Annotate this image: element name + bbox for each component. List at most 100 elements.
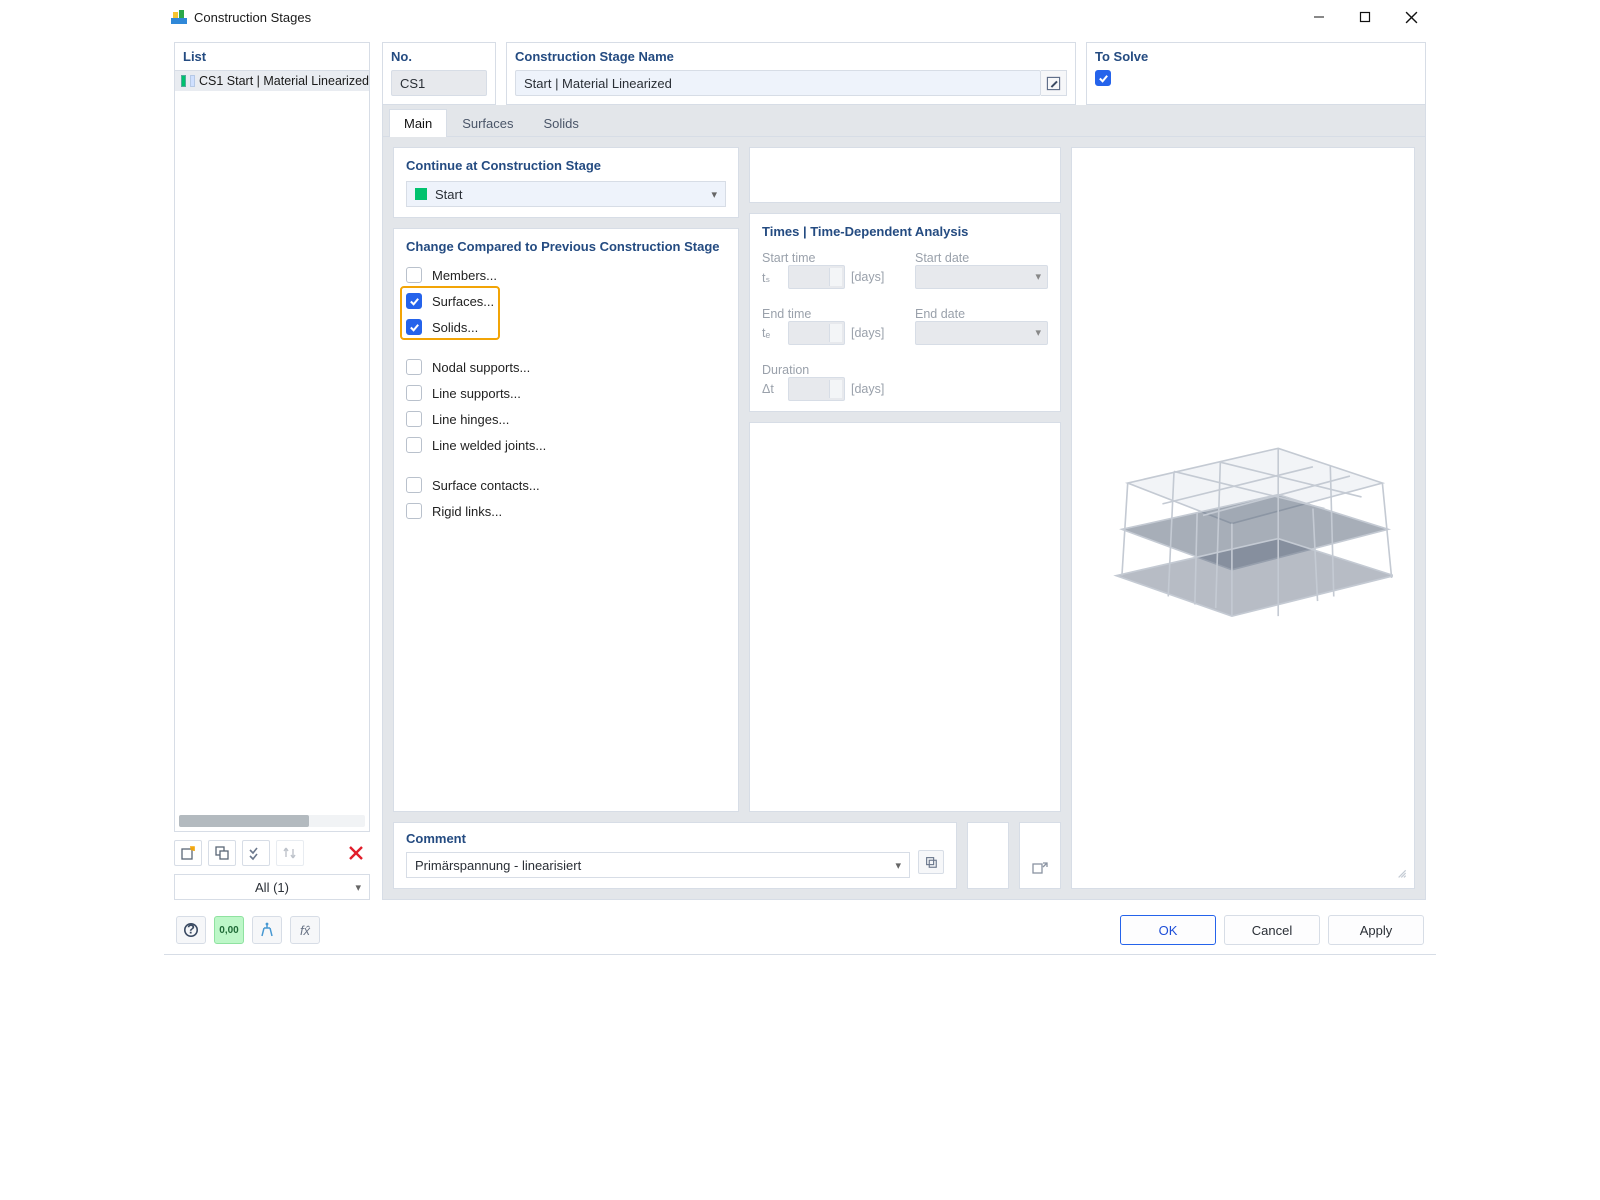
solids-checkbox[interactable] (406, 319, 422, 335)
chevron-down-icon: ▾ (1035, 270, 1041, 283)
preview-tool-button[interactable] (1027, 856, 1053, 880)
nodal-supports-row[interactable]: Nodal supports... (406, 354, 726, 380)
times-panel: Times | Time-Dependent Analysis Start ti… (749, 213, 1061, 412)
surf-contacts-label: Surface contacts... (432, 478, 540, 493)
window-maximize-button[interactable] (1342, 2, 1388, 32)
start-date-input: ▾ (915, 265, 1048, 289)
comment-side-panel (967, 822, 1009, 889)
comment-panel: Comment Primärspannung - linearisiert ▾ (393, 822, 957, 889)
list-toolbar (174, 836, 370, 870)
header-row: No. CS1 Construction Stage Name Start | … (382, 42, 1426, 105)
members-row[interactable]: Members... (406, 262, 726, 288)
stage-name-input[interactable]: Start | Material Linearized (515, 70, 1041, 96)
continue-swatch (415, 188, 427, 200)
surf-contacts-row[interactable]: Surface contacts... (406, 472, 726, 498)
svg-text:?: ? (187, 922, 195, 937)
te-unit: [days] (851, 326, 895, 340)
list-h-scrollbar-thumb[interactable] (179, 815, 309, 827)
line-welded-checkbox[interactable] (406, 437, 422, 453)
preview-panel[interactable] (1071, 147, 1415, 889)
line-hinges-row[interactable]: Line hinges... (406, 406, 726, 432)
end-time-input: ▴▾ (788, 321, 845, 345)
duration-input: ▴▾ (788, 377, 845, 401)
window-close-button[interactable] (1388, 2, 1434, 32)
apply-button[interactable]: Apply (1328, 915, 1424, 945)
line-supports-checkbox[interactable] (406, 385, 422, 401)
line-supports-label: Line supports... (432, 386, 521, 401)
line-supports-row[interactable]: Line supports... (406, 380, 726, 406)
cancel-button[interactable]: Cancel (1224, 915, 1320, 945)
stage-list-row-label: CS1 Start | Material Linearized (199, 74, 369, 88)
list-h-scrollbar[interactable] (179, 815, 365, 827)
chevron-down-icon: ▾ (1035, 326, 1041, 339)
nodal-supports-checkbox[interactable] (406, 359, 422, 375)
tab-solids[interactable]: Solids (529, 109, 594, 137)
construction-stages-dialog: Construction Stages List CS1 Start | Mat… (164, 0, 1436, 955)
comment-heading: Comment (406, 831, 944, 846)
continue-panel: Continue at Construction Stage Start ▾ (393, 147, 739, 218)
name-label: Construction Stage Name (515, 49, 1067, 64)
solve-card: To Solve (1086, 42, 1426, 105)
units-button[interactable]: 0,00 (214, 916, 244, 944)
no-label: No. (391, 49, 487, 64)
no-field: CS1 (391, 70, 487, 96)
to-solve-checkbox[interactable] (1095, 70, 1111, 86)
chevron-down-icon: ▾ (355, 881, 361, 894)
window-minimize-button[interactable] (1296, 2, 1342, 32)
col-left: Continue at Construction Stage Start ▾ C… (393, 147, 739, 812)
times-heading: Times | Time-Dependent Analysis (762, 224, 1048, 239)
nodal-supports-label: Nodal supports... (432, 360, 530, 375)
help-button[interactable]: ? (176, 916, 206, 944)
stage-color-swatch (181, 75, 186, 87)
change-panel: Change Compared to Previous Construction… (393, 228, 739, 812)
continue-combo[interactable]: Start ▾ (406, 181, 726, 207)
resize-grip-icon[interactable] (1396, 867, 1408, 882)
stage-list[interactable]: CS1 Start | Material Linearized (174, 70, 370, 832)
members-checkbox[interactable] (406, 267, 422, 283)
surfaces-label: Surfaces... (432, 294, 494, 309)
solids-label: Solids... (432, 320, 478, 335)
stage-list-row[interactable]: CS1 Start | Material Linearized (175, 71, 369, 91)
comment-row: Comment Primärspannung - linearisiert ▾ (393, 822, 1061, 889)
spacer-panel-top (749, 147, 1061, 203)
chevron-down-icon: ▾ (711, 188, 717, 201)
duplicate-stage-button[interactable] (208, 840, 236, 866)
start-time-label: Start time (762, 251, 895, 265)
end-time-label: End time (762, 307, 895, 321)
new-stage-button[interactable] (174, 840, 202, 866)
dt-symbol: Δt (762, 382, 782, 396)
members-label: Members... (432, 268, 497, 283)
parameters-button[interactable] (252, 916, 282, 944)
tab-main[interactable]: Main (389, 109, 447, 137)
comment-value: Primärspannung - linearisiert (415, 858, 581, 873)
solids-row[interactable]: Solids... (406, 314, 726, 340)
list-filter-combo[interactable]: All (1) ▾ (174, 874, 370, 900)
surfaces-checkbox[interactable] (406, 293, 422, 309)
rigid-links-row[interactable]: Rigid links... (406, 498, 726, 524)
line-hinges-label: Line hinges... (432, 412, 509, 427)
check-all-button[interactable] (242, 840, 270, 866)
edit-name-button[interactable] (1041, 70, 1067, 96)
tab-bar: Main Surfaces Solids (382, 105, 1426, 137)
delete-stage-button[interactable] (342, 840, 370, 866)
comment-combo[interactable]: Primärspannung - linearisiert ▾ (406, 852, 910, 878)
sort-button[interactable] (276, 840, 304, 866)
end-date-input: ▾ (915, 321, 1048, 345)
tab-surfaces[interactable]: Surfaces (447, 109, 528, 137)
list-filter-value: All (1) (255, 880, 289, 895)
left-column: List CS1 Start | Material Linearized (174, 42, 370, 900)
comment-copy-button[interactable] (918, 850, 944, 874)
rigid-links-label: Rigid links... (432, 504, 502, 519)
line-hinges-checkbox[interactable] (406, 411, 422, 427)
surf-contacts-checkbox[interactable] (406, 477, 422, 493)
rigid-links-checkbox[interactable] (406, 503, 422, 519)
chevron-down-icon: ▾ (895, 859, 901, 872)
app-icon (170, 8, 188, 26)
surfaces-row[interactable]: Surfaces... (406, 288, 726, 314)
line-welded-row[interactable]: Line welded joints... (406, 432, 726, 458)
no-card: No. CS1 (382, 42, 496, 105)
formula-button[interactable]: fx̂ (290, 916, 320, 944)
stage-color-swatch-2 (190, 75, 195, 87)
right-column: No. CS1 Construction Stage Name Start | … (382, 42, 1426, 900)
ok-button[interactable]: OK (1120, 915, 1216, 945)
